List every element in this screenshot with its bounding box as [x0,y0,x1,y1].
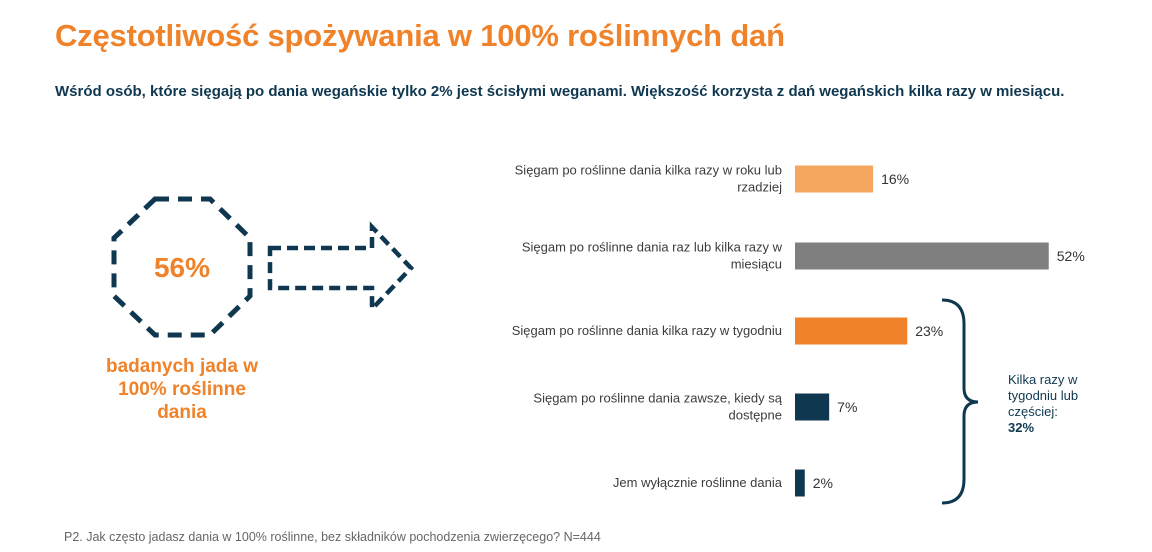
category-label-2: Sięgam po roślinne dania raz lub kilka r… [522,240,783,272]
arrow-right-icon [267,221,415,315]
bar-3 [795,317,908,345]
group-annotation: Kilka razy w tygodniu lub częściej: 32% [1008,372,1078,435]
bar-value-label-4: 7% [837,399,857,415]
bar-value-label-1: 16% [881,171,909,187]
octagon-frame [111,196,253,338]
highlight-caption: badanych jada w 100% roślinne dania [105,356,259,423]
bar-value-label-3: 23% [915,323,943,339]
group-brace [941,298,979,505]
category-label-4: Sięgam po roślinne dania zawsze, kiedy s… [533,391,782,423]
bar-1 [795,165,874,193]
bar-5 [795,469,805,497]
category-label-1: Sięgam po roślinne dania kilka razy w ro… [515,163,782,195]
bar-2 [795,242,1049,270]
category-label-5: Jem wyłącznie roślinne dania [613,475,783,490]
bar-value-label-5: 2% [813,475,833,491]
page-subtitle: Wśród osób, które sięgają po dania wegań… [55,83,1065,100]
bar-value-label-2: 52% [1057,248,1085,264]
bar-4 [795,393,830,421]
footnote: P2. Jak często jadasz dania w 100% rośli… [64,530,601,544]
page-title: Częstotliwość spożywania w 100% roślinny… [55,18,785,53]
highlight-value: 56% [153,252,211,283]
category-label-3: Sięgam po roślinne dania kilka razy w ty… [512,323,782,338]
